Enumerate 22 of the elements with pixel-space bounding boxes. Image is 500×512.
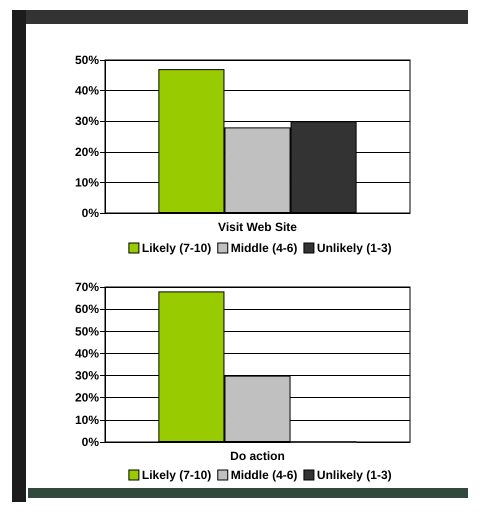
y-tick-label: 10% [74, 175, 100, 190]
y-tick-label: 20% [74, 144, 100, 159]
y-tick-label: 30% [74, 114, 100, 128]
x-tick-label: Do action [230, 449, 285, 463]
y-tick-label: 50% [74, 53, 100, 67]
y-tick-label: 70% [74, 280, 100, 294]
y-tick-label: 30% [74, 368, 100, 383]
y-tick-label: 0% [82, 435, 100, 449]
y-tick-label: 50% [74, 324, 100, 338]
y-tick-label: 40% [74, 84, 100, 98]
legend-label: Middle (4-6) [230, 468, 298, 482]
y-tick-label: 60% [74, 302, 100, 316]
y-tick-label: 10% [74, 412, 100, 427]
y-tick-label: 0% [82, 206, 100, 220]
x-tick-label: Visit Web Site [218, 220, 298, 234]
legend-label: Likely (7-10) [142, 468, 212, 482]
legend-label: Unlikely (1-3) [316, 468, 392, 482]
legend-label: Middle (4-6) [230, 241, 298, 255]
legend-label: Unlikely (1-3) [316, 241, 392, 255]
legend-label: Likely (7-10) [142, 241, 212, 255]
y-tick-label: 40% [74, 346, 100, 360]
y-tick-label: 20% [74, 390, 100, 405]
